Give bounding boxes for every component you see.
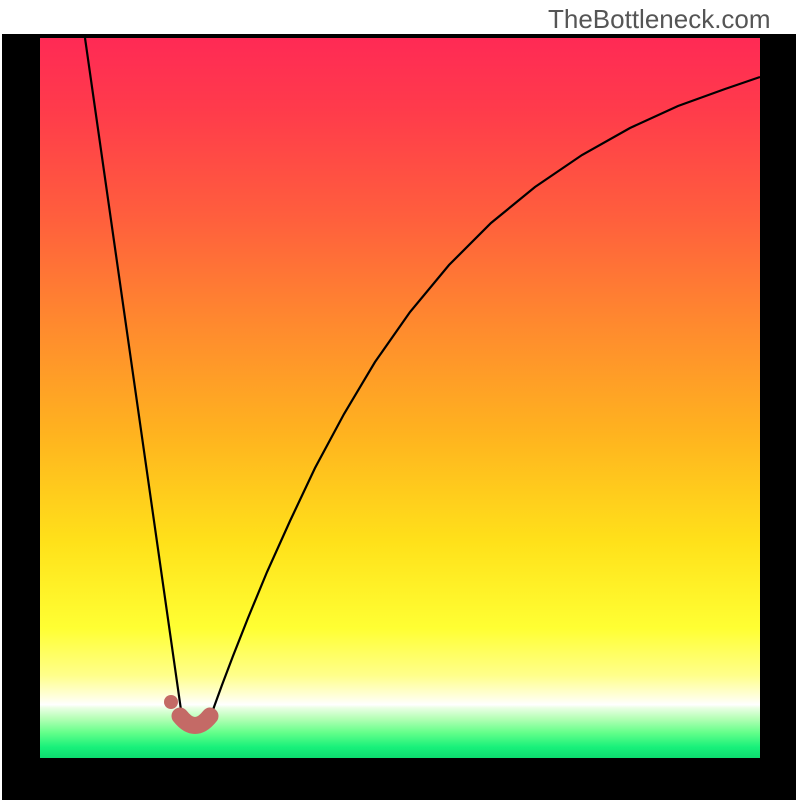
plot-gradient-area bbox=[40, 38, 760, 758]
plot-black-frame bbox=[2, 34, 796, 800]
watermark-label: TheBottleneck.com bbox=[548, 4, 771, 35]
chart-root: TheBottleneck.com bbox=[0, 0, 800, 800]
